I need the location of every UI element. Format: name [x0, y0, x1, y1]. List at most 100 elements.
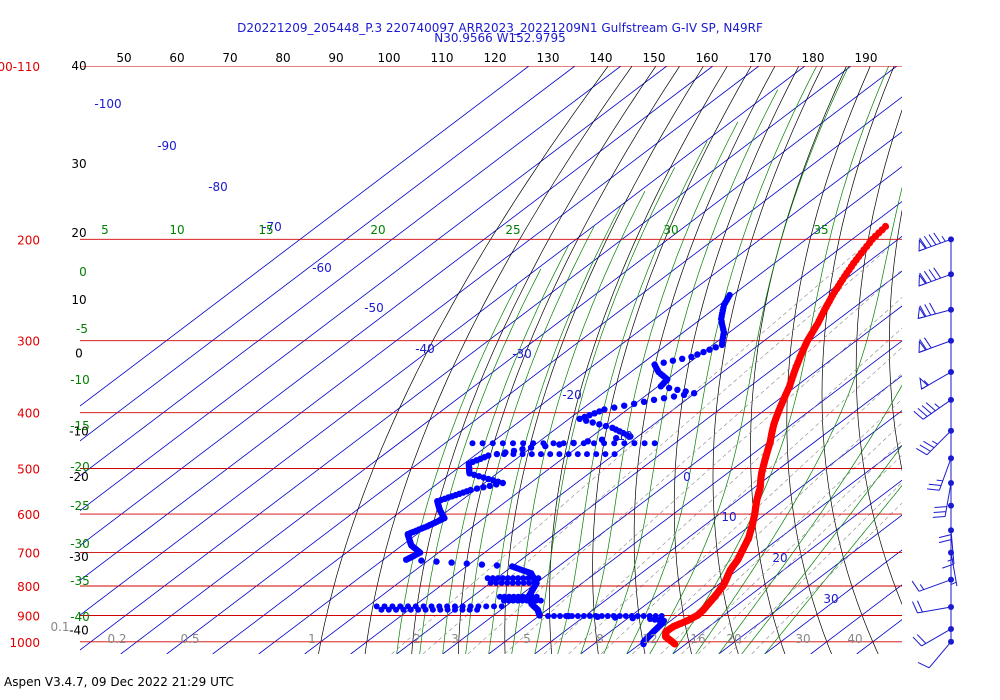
dewpoint-point: [574, 451, 581, 458]
isotherm-line: [488, 340, 902, 654]
dewpoint-point: [574, 613, 581, 619]
wind-barb-flag: [918, 238, 927, 252]
adiabat-label: 15: [258, 223, 273, 237]
dewpoint-point: [530, 575, 537, 582]
dewpoint-point: [493, 450, 501, 458]
dewpoint-point: [483, 603, 490, 610]
dewpoint-point: [598, 613, 605, 619]
dewpoint-point: [407, 606, 414, 613]
dry-adiabat-line: [855, 109, 902, 606]
mixing-ratio-line: [568, 347, 902, 654]
dewpoint-point: [448, 559, 455, 566]
wind-barb-feather: [938, 534, 952, 539]
wind-barb-feather: [928, 269, 937, 281]
dewpoint-point: [452, 606, 458, 613]
moist-adiabat-line: [488, 205, 622, 654]
dry-adiabat-line: [504, 66, 704, 654]
dewpoint-point: [478, 561, 486, 568]
dewpoint-point: [473, 485, 481, 492]
dewpoint-point: [706, 346, 713, 353]
isotherm-line: [80, 66, 668, 512]
dewpoint-point: [627, 433, 634, 440]
dewpoint-point: [499, 479, 506, 487]
dewpoint-point: [520, 579, 527, 586]
dewpoint-point: [509, 579, 516, 586]
dewpoint-point: [591, 440, 597, 447]
dewpoint-point: [652, 613, 659, 619]
dewpoint-point: [650, 396, 658, 403]
wind-barb-half-feather: [919, 584, 925, 590]
dewpoint-point: [514, 597, 521, 604]
isotherm-label: -40: [415, 342, 435, 356]
wind-barb-staff: [950, 530, 955, 565]
isotherm-line: [80, 66, 852, 651]
dewpoint-point: [444, 606, 451, 613]
top-scale-label: 120: [484, 51, 507, 65]
isotherm-label: -60: [312, 261, 332, 275]
wind-barb-feather: [933, 267, 942, 279]
dewpoint-point: [640, 640, 647, 648]
dewpoint-point: [580, 440, 587, 447]
isotherm-label: 0: [683, 470, 691, 484]
dewpoint-point: [474, 606, 481, 613]
wind-barb-half-feather: [932, 440, 938, 445]
dewpoint-point: [537, 597, 544, 604]
isotherm-line: [166, 96, 902, 654]
wind-barb-staff: [944, 482, 952, 517]
moist-adiabat-line: [695, 186, 902, 654]
height-label: -30: [69, 550, 89, 564]
top-scale-label: 180: [802, 51, 825, 65]
dewpoint-point: [690, 390, 698, 397]
dewpoint-point: [510, 451, 517, 458]
dewpoint-point: [466, 606, 473, 613]
wind-barb-half-feather: [936, 479, 943, 482]
wind-barb-half-feather: [950, 581, 957, 586]
dewpoint-point: [584, 451, 590, 458]
isotherm-label: -30: [512, 347, 532, 361]
isotherm-line: [442, 305, 902, 654]
wind-barb-staff: [917, 606, 952, 614]
dewpoint-point: [479, 440, 486, 447]
dewpoint-point: [505, 597, 512, 604]
dewpoint-point: [489, 575, 496, 582]
wind-barb-staff: [922, 399, 952, 420]
dewpoint-point: [493, 579, 500, 586]
dewpoint-point: [498, 579, 505, 586]
isotherm-label: -80: [208, 180, 228, 194]
moist-adiabat-line: [764, 485, 902, 654]
chart-subtitle: N30.9566 W152.9795: [434, 31, 566, 45]
height-label: -40: [69, 624, 89, 638]
dewpoint-point: [429, 606, 436, 613]
dewpoint-point: [679, 355, 686, 362]
top-scale-label: 190: [855, 51, 878, 65]
mixing-ratio-label: 5: [523, 632, 531, 646]
dewpoint-point: [557, 613, 563, 619]
adiabat-label: -15: [70, 419, 90, 433]
isotherm-line: [304, 201, 902, 654]
top-scale-label: 170: [749, 51, 772, 65]
dewpoint-point: [538, 451, 544, 458]
pressure-label: 700: [17, 547, 40, 561]
dewpoint-point: [530, 440, 537, 447]
wind-barb-staff: [918, 579, 952, 592]
wind-barb-feather: [933, 511, 946, 513]
isotherm-line: [80, 66, 576, 442]
dewpoint-point: [580, 613, 587, 619]
dewpoint-point: [510, 597, 517, 604]
dewpoint-point: [718, 341, 726, 349]
isotherm-label: -20: [562, 388, 582, 402]
isotherm-line: [396, 270, 902, 654]
adiabat-label: -20: [70, 460, 90, 474]
top-scale-label: 150: [643, 51, 666, 65]
dewpoint-point: [593, 451, 600, 458]
dewpoint-point: [651, 440, 658, 447]
adiabat-label: -5: [76, 322, 88, 336]
isotherm-line: [764, 549, 902, 654]
isotherm-line: [258, 166, 902, 654]
dry-adiabat-line: [318, 66, 609, 654]
wind-barb-feather: [923, 235, 932, 247]
wind-barb-staff: [928, 641, 952, 669]
mixing-ratio-line: [504, 297, 902, 654]
dewpoint-point: [602, 451, 609, 458]
dewpoint-point: [393, 606, 400, 613]
